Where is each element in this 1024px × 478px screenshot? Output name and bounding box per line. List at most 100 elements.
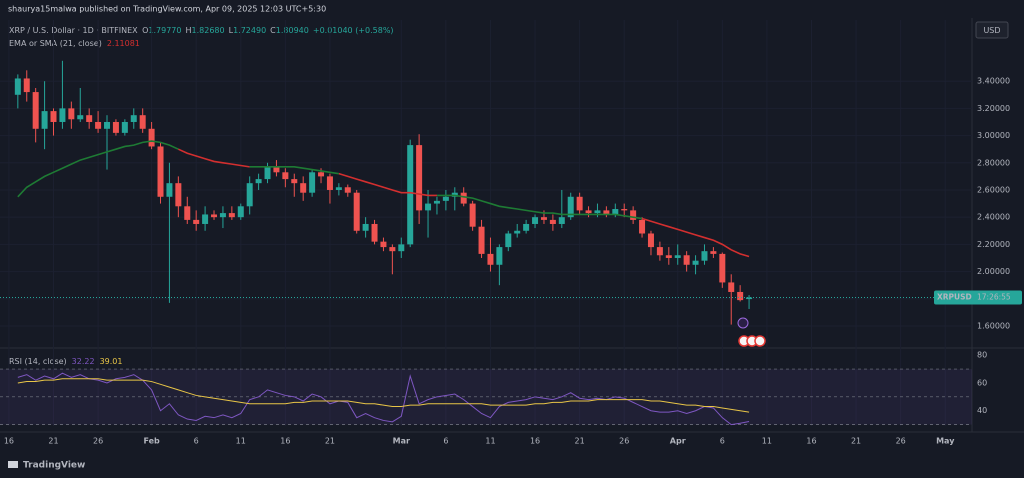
x-tick-label: 26	[93, 437, 103, 446]
candle-body	[68, 108, 75, 120]
candle-body	[603, 210, 610, 215]
ema-label: EMA or SMA (21, close)	[9, 39, 102, 48]
candle	[130, 108, 137, 129]
candle	[603, 206, 610, 218]
x-tick-label: May	[936, 437, 955, 446]
candle	[639, 217, 646, 238]
candle	[683, 251, 690, 272]
candle-body	[549, 219, 556, 224]
rsi-tick-label: 80	[977, 351, 987, 360]
candle-body	[211, 214, 218, 218]
candle	[416, 134, 423, 224]
y-tick-label: 2.40000	[977, 213, 1010, 222]
rsi-tick-label: 40	[977, 406, 987, 415]
candle	[505, 230, 512, 252]
footer-brand: TradingView	[23, 461, 85, 471]
candle-body	[389, 247, 396, 252]
legend-change: +0.01040 (+0.58%)	[313, 26, 394, 35]
candle-body	[264, 166, 271, 180]
footer-logo	[8, 461, 18, 468]
candle-body	[23, 78, 30, 93]
x-tick-label: 6	[194, 437, 199, 446]
candle-body	[505, 233, 512, 248]
candle-body	[41, 111, 48, 129]
candle-body	[540, 217, 547, 220]
candle	[228, 206, 235, 220]
candle-body	[228, 213, 235, 218]
y-tick-label: 3.40000	[977, 77, 1010, 86]
candle	[291, 173, 298, 197]
candle-body	[647, 233, 654, 248]
x-tick-label: Feb	[143, 437, 160, 446]
candle-body	[487, 253, 494, 265]
candle-body	[255, 179, 262, 184]
candle-body	[166, 183, 173, 197]
candle-body	[594, 210, 601, 214]
candle-body	[692, 260, 699, 265]
legend-field-value: 1.72490	[233, 26, 266, 35]
candle	[14, 74, 21, 109]
candle	[442, 189, 449, 211]
candle	[656, 241, 663, 261]
candle-body	[514, 230, 521, 234]
candle	[41, 81, 48, 150]
candle-body	[353, 192, 360, 231]
candle-body	[380, 241, 387, 248]
y-tick-label: 2.20000	[977, 240, 1010, 249]
candle-body	[433, 200, 440, 204]
candle-body	[728, 282, 735, 292]
candle	[389, 244, 396, 275]
candle	[425, 189, 432, 238]
last-price-badge	[934, 290, 1022, 305]
candle-body	[300, 183, 307, 193]
candle-body	[86, 115, 93, 122]
candle-body	[139, 115, 146, 129]
candle-body	[309, 172, 316, 193]
candle	[104, 115, 111, 170]
x-tick-label: 21	[575, 437, 585, 446]
candle	[202, 206, 209, 231]
candle	[335, 183, 342, 196]
currency-label: USD	[983, 26, 1000, 35]
rsi-pane: 40 60 80	[0, 351, 987, 426]
candle	[362, 217, 369, 238]
candle-body	[175, 183, 182, 207]
candle-body	[335, 187, 342, 190]
candle-body	[77, 115, 84, 120]
candle	[692, 255, 699, 275]
candle	[665, 247, 672, 265]
legend-field-value: 1.82680	[192, 26, 225, 35]
x-tick-label: Mar	[393, 437, 410, 446]
candle	[166, 162, 173, 303]
candle	[371, 219, 378, 245]
candle-body	[460, 192, 467, 204]
ema-last-value: 2.11081	[107, 39, 140, 48]
x-tick-label: 16	[530, 437, 540, 446]
currency-box[interactable]	[975, 21, 1009, 39]
candle-body	[674, 255, 681, 258]
candle-body	[496, 247, 503, 265]
candle	[246, 176, 253, 215]
candle	[719, 252, 726, 288]
candle-body	[104, 121, 111, 129]
candle	[148, 121, 155, 150]
candle-body	[442, 196, 449, 201]
legend-field-label: C	[270, 26, 276, 35]
candle	[728, 274, 735, 325]
candle	[273, 160, 280, 177]
x-tick-label: 16	[806, 437, 816, 446]
candle-body	[344, 187, 351, 193]
event-icon	[754, 335, 766, 347]
candle	[95, 111, 102, 133]
rsi-title: RSI (14, close)	[9, 357, 67, 366]
candle	[59, 60, 66, 129]
candle-body	[710, 251, 717, 254]
candle	[496, 244, 503, 286]
candle-body	[656, 247, 663, 256]
candle	[139, 108, 146, 133]
countdown-label: 17:26:55	[977, 292, 1011, 301]
candle	[157, 142, 164, 204]
candle-body	[273, 166, 280, 173]
